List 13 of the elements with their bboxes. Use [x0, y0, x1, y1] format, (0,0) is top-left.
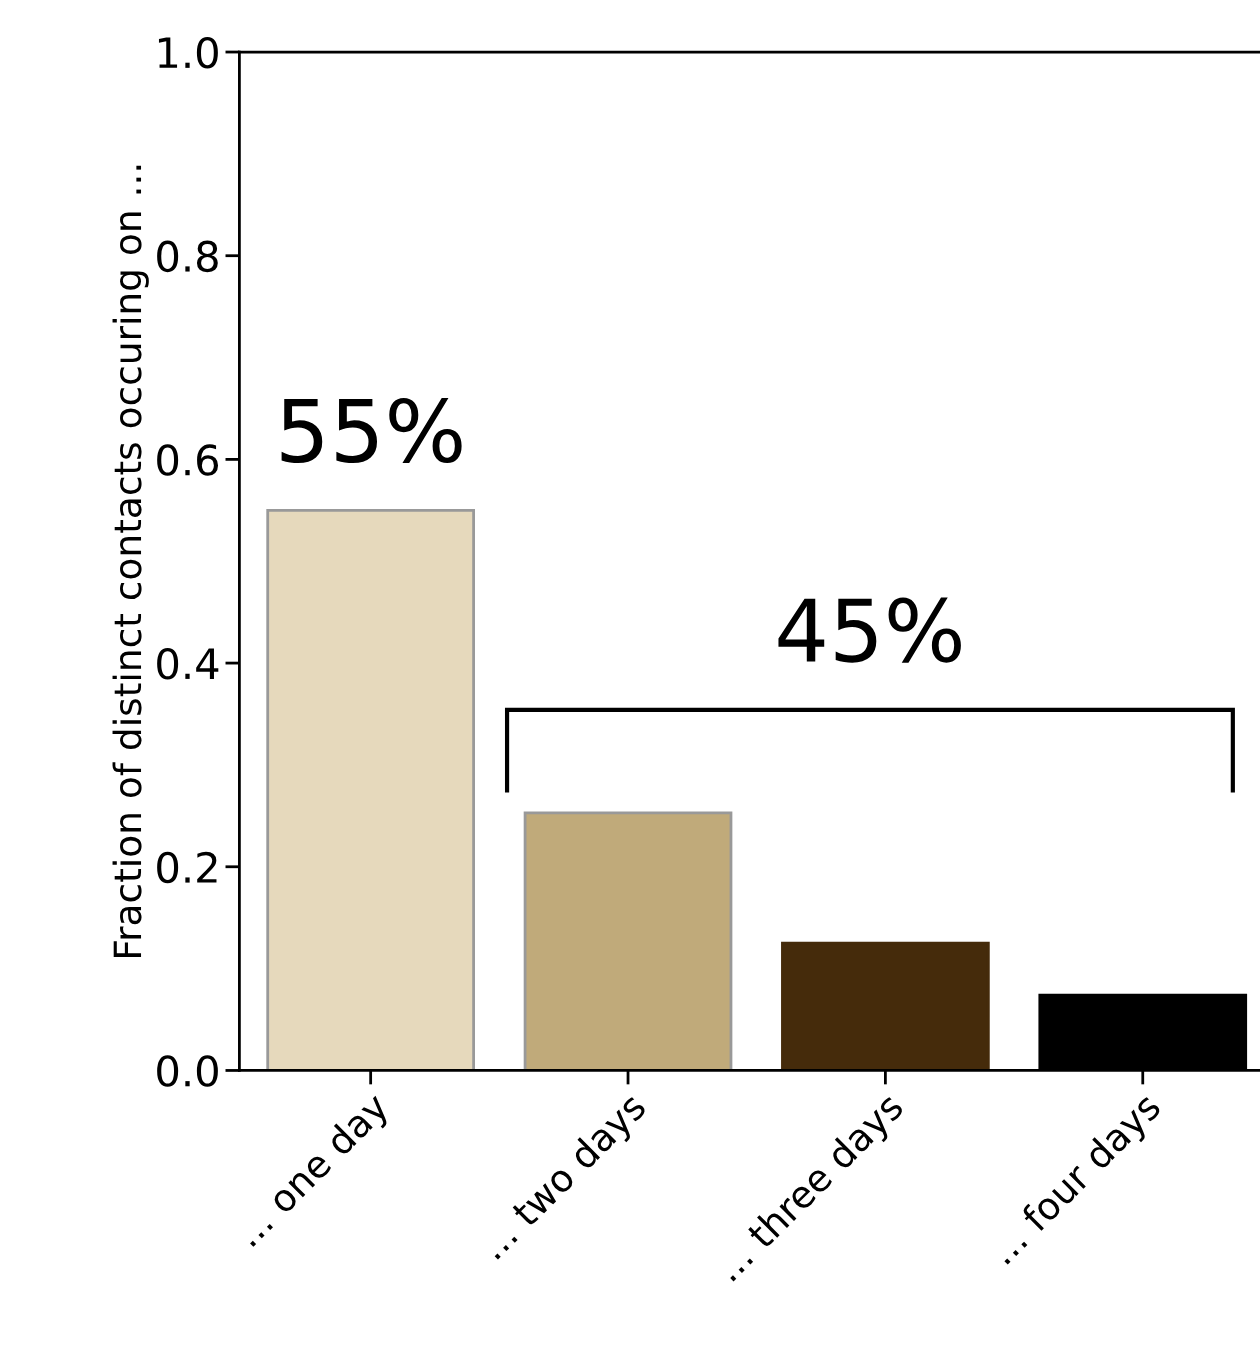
x-tick-label: ... one day	[233, 1089, 396, 1253]
y-axis-title: Fraction of distinct contacts occuring on ...	[112, 165, 149, 958]
y-tick-label: 0.6	[157, 444, 219, 476]
bar	[266, 508, 475, 1071]
y-tick-label: 0.4	[157, 647, 219, 680]
bar	[523, 811, 733, 1071]
y-tick-label: 0.2	[157, 851, 217, 884]
annotation: 45%	[778, 597, 961, 663]
y-tick-label: 0.0	[157, 1055, 218, 1087]
y-tick-label: 1.0	[158, 36, 218, 69]
annotation: 55%	[281, 397, 462, 464]
y-tick-label: 0.8	[157, 240, 218, 273]
bar	[781, 941, 990, 1071]
